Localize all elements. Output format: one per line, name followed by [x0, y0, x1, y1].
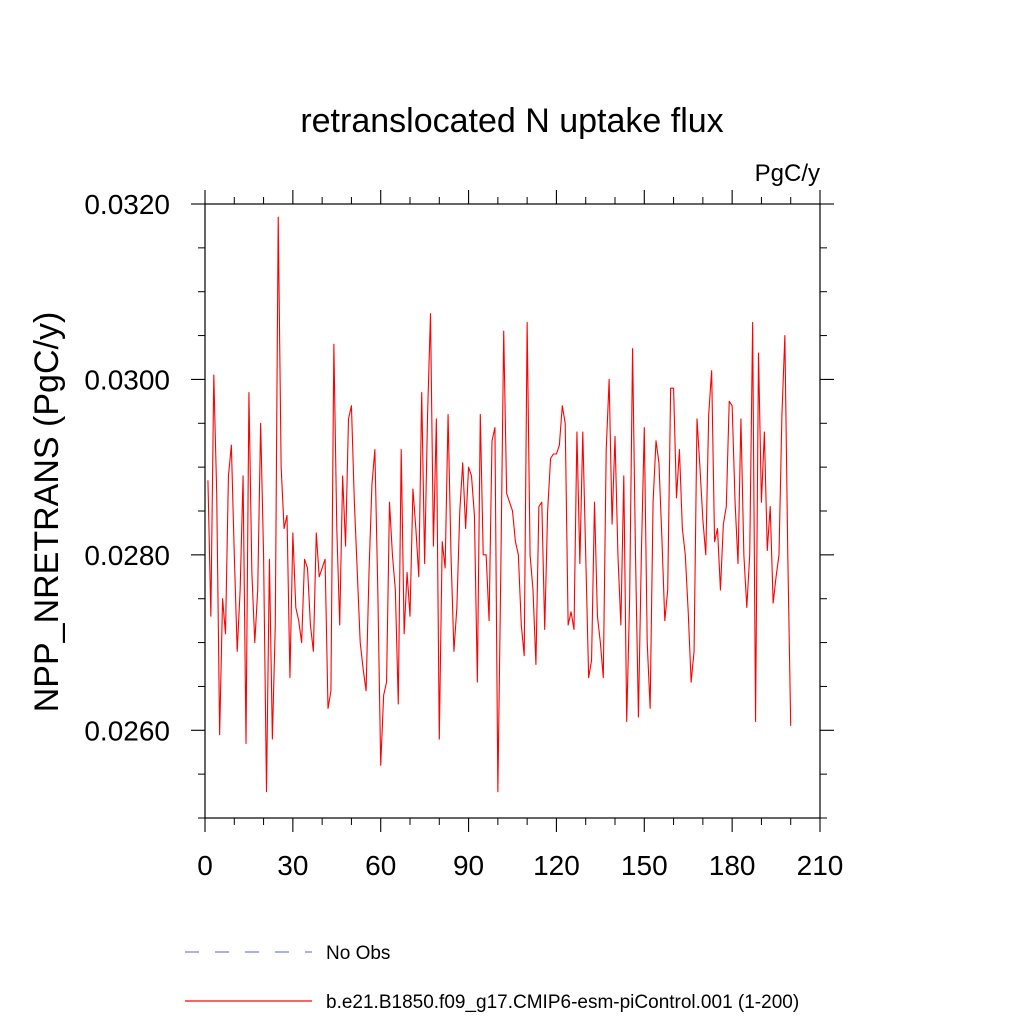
x-tick-label: 120 — [533, 850, 580, 881]
series-layer — [207, 216, 792, 793]
y-tick-label: 0.0260 — [84, 715, 170, 746]
x-tick-label: 210 — [797, 850, 844, 881]
x-tick-label: 30 — [277, 850, 308, 881]
legend: No Obs b.e21.B1850.f09_g17.CMIP6-esm-piC… — [185, 943, 799, 1013]
chart-title: retranslocated N uptake flux — [300, 102, 723, 140]
y-axis-label: NPP_NRETRANS (PgC/y) — [28, 312, 66, 713]
y-tick-label: 0.0320 — [84, 189, 170, 220]
legend-label-no-obs: No Obs — [326, 943, 390, 964]
x-tick-label: 180 — [709, 850, 756, 881]
x-tick-label: 90 — [453, 850, 484, 881]
series-line-1 — [207, 216, 792, 793]
x-tick-label: 60 — [365, 850, 396, 881]
units-label: PgC/y — [755, 160, 820, 187]
tick-labels: 0 30 60 90 120 150 180 210 0.0260 0.0280 0.0300 0.0… — [84, 189, 843, 881]
x-tick-label: 0 — [197, 850, 213, 881]
x-tick-label: 150 — [621, 850, 668, 881]
y-tick-label: 0.0280 — [84, 540, 170, 571]
legend-label-model-run: b.e21.B1850.f09_g17.CMIP6-esm-piControl.… — [326, 992, 799, 1013]
axis-ticks — [191, 190, 834, 832]
y-tick-label: 0.0300 — [84, 364, 170, 395]
